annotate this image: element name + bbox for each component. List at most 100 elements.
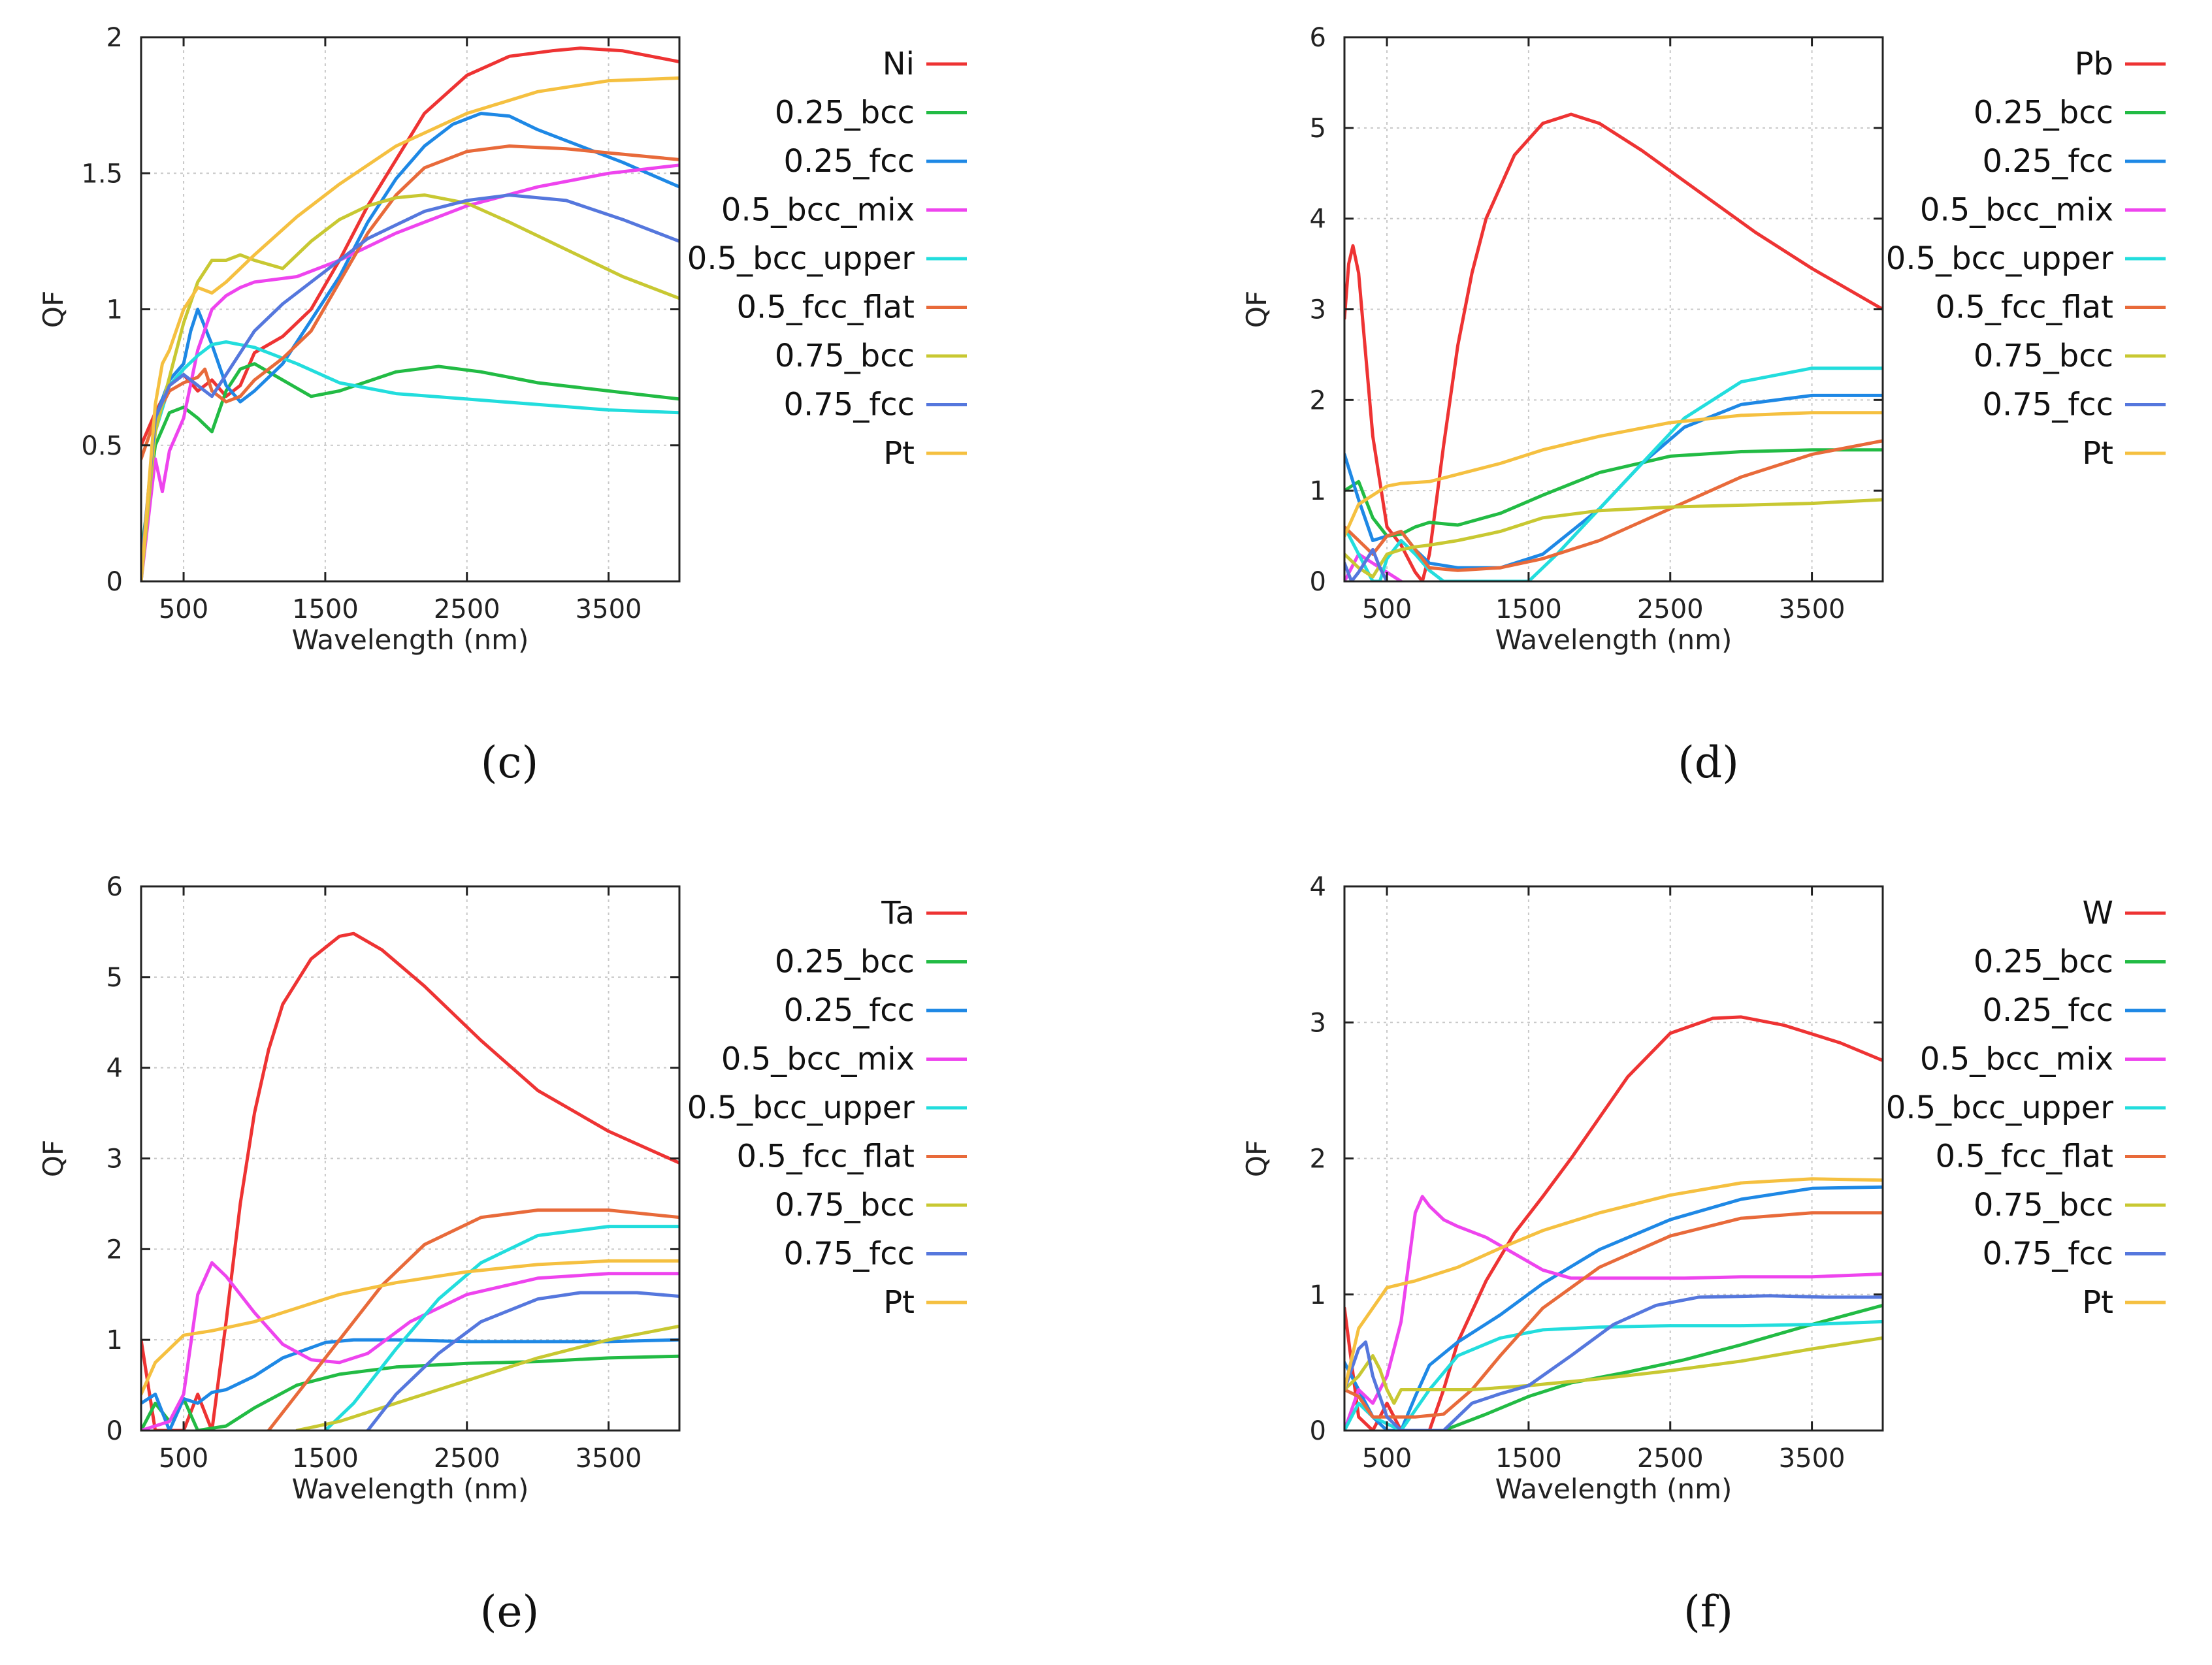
series-line-0.25_fcc bbox=[1344, 1185, 1883, 1431]
legend-label: 0.25_bcc bbox=[1974, 95, 2113, 131]
legend-label: Pt bbox=[883, 1284, 915, 1321]
legend: Pb 0.25_bcc 0.25_fcc 0.5_bcc_mix 0.5_bcc_upp… bbox=[1886, 46, 2166, 472]
y-tick-label: 2 bbox=[1310, 1144, 1326, 1174]
legend-label: 0.75_fcc bbox=[783, 387, 915, 423]
y-tick-label: 4 bbox=[1310, 204, 1326, 234]
series-line-0.75_bcc bbox=[295, 1324, 679, 1431]
legend-label: 0.5_bcc_upper bbox=[687, 1090, 915, 1126]
x-tick-label: 2500 bbox=[434, 594, 500, 624]
series-line-0.25_fcc bbox=[141, 1338, 679, 1431]
y-tick-label: 6 bbox=[106, 872, 123, 902]
series-line-0.5_bcc_mix bbox=[1344, 1195, 1883, 1431]
x-tick-label: 500 bbox=[1362, 1444, 1412, 1474]
legend-label: 0.5_fcc_flat bbox=[1936, 289, 2113, 326]
series-line-0.5_bcc_upper bbox=[1344, 366, 1883, 581]
y-tick-label: 6 bbox=[1310, 23, 1326, 53]
legend-label: 0.25_fcc bbox=[783, 992, 915, 1029]
legend-label: 0.75_fcc bbox=[1982, 387, 2113, 423]
series-line-0.75_bcc bbox=[1344, 1336, 1883, 1405]
series-line-0.5_fcc_flat bbox=[267, 1208, 679, 1431]
legend-label: 0.75_fcc bbox=[783, 1236, 915, 1272]
legend-label: 0.5_bcc_mix bbox=[1920, 192, 2113, 229]
legend-label: Pt bbox=[2082, 1284, 2113, 1321]
legend-label: 0.5_bcc_mix bbox=[1920, 1041, 2113, 1078]
y-tick-label: 1.5 bbox=[81, 159, 123, 189]
y-tick-label: 2 bbox=[106, 1235, 123, 1265]
x-tick-label: 1500 bbox=[292, 1444, 359, 1474]
series-line-Pb bbox=[1344, 112, 1883, 581]
series-line-0.75_bcc bbox=[1344, 498, 1883, 579]
series-line-Ta bbox=[141, 931, 679, 1431]
legend: Ni 0.25_bcc 0.25_fcc 0.5_bcc_mix 0.5_bcc_upp… bbox=[687, 46, 967, 472]
series-line-0.25_bcc bbox=[1344, 448, 1883, 538]
series-line-0.5_bcc_upper bbox=[323, 1225, 679, 1431]
series-line-0.5_fcc_flat bbox=[1344, 1211, 1883, 1419]
y-tick-label: 5 bbox=[106, 963, 123, 993]
y-tick-label: 5 bbox=[1310, 114, 1326, 144]
legend-label: Ta bbox=[881, 895, 915, 931]
y-tick-label: 1 bbox=[1310, 476, 1326, 506]
y-tick-label: 0 bbox=[1310, 567, 1326, 597]
legend-label: Pt bbox=[883, 435, 915, 472]
legend-label: 0.75_bcc bbox=[1974, 338, 2113, 374]
y-tick-label: 1 bbox=[1310, 1280, 1326, 1310]
x-tick-label: 1500 bbox=[292, 594, 359, 624]
legend-label: 0.25_bcc bbox=[775, 95, 915, 131]
series-line-Pt bbox=[1344, 411, 1883, 538]
chart-panel-c: 500 1500 2500 3500 0 0.5 1 1.5 2 Wavelength (nm) Q… bbox=[37, 23, 967, 788]
legend-label: 0.75_bcc bbox=[775, 338, 915, 374]
legend-label: 0.75_bcc bbox=[775, 1187, 915, 1223]
series-line-0.75_bcc bbox=[141, 193, 679, 581]
series-line-0.5_fcc_flat bbox=[1344, 439, 1883, 572]
x-tick-label: 500 bbox=[159, 594, 208, 624]
x-tick-label: 3500 bbox=[1779, 1444, 1846, 1474]
series-line-0.5_fcc_flat bbox=[141, 144, 679, 461]
legend-label: 0.5_bcc_mix bbox=[721, 1041, 915, 1078]
y-tick-label: 3 bbox=[1310, 1008, 1326, 1038]
legend: Ta 0.25_bcc 0.25_fcc 0.5_bcc_mix 0.5_bcc_upp… bbox=[687, 895, 967, 1321]
legend-label: Ni bbox=[883, 46, 915, 82]
y-tick-label: 0.5 bbox=[81, 431, 123, 461]
y-axis-label: QF bbox=[1241, 1140, 1273, 1177]
series-line-0.25_bcc bbox=[1442, 1303, 1883, 1431]
y-tick-label: 3 bbox=[106, 1144, 123, 1174]
series-line-Pt bbox=[141, 1259, 679, 1396]
y-axis-label: QF bbox=[37, 1140, 69, 1177]
legend-label: Pb bbox=[2075, 46, 2113, 82]
y-tick-label: 1 bbox=[106, 1325, 123, 1355]
series-line-Pt bbox=[141, 76, 679, 581]
series-line-0.25_bcc bbox=[141, 362, 679, 556]
y-tick-label: 3 bbox=[1310, 295, 1326, 325]
series-line-0.75_fcc bbox=[1344, 547, 1389, 581]
series-line-0.5_bcc_mix bbox=[141, 163, 679, 581]
legend: W 0.25_bcc 0.25_fcc 0.5_bcc_mix 0.5_bcc_uppe… bbox=[1886, 895, 2166, 1321]
legend-label: 0.5_bcc_upper bbox=[1886, 240, 2113, 277]
x-axis-label: Wavelength (nm) bbox=[1495, 1473, 1732, 1505]
legend-label: 0.25_bcc bbox=[1974, 944, 2113, 980]
x-tick-label: 1500 bbox=[1495, 1444, 1562, 1474]
legend-label: 0.25_fcc bbox=[1982, 992, 2113, 1029]
series-line-Ni bbox=[141, 46, 679, 447]
series-line-0.75_fcc bbox=[141, 193, 679, 570]
panel-caption: (d) bbox=[1678, 737, 1739, 788]
y-tick-label: 4 bbox=[1310, 872, 1326, 902]
legend-label: 0.5_bcc_upper bbox=[687, 240, 915, 277]
y-tick-label: 2 bbox=[106, 23, 123, 53]
panel-caption: (c) bbox=[481, 737, 538, 788]
legend-label: 0.25_fcc bbox=[783, 143, 915, 180]
panel-caption: (e) bbox=[480, 1587, 540, 1637]
x-tick-label: 3500 bbox=[1779, 594, 1846, 624]
legend-label: 0.5_bcc_mix bbox=[721, 192, 915, 229]
chart-panel-e: 500 1500 2500 3500 0 1 2 3 4 5 6 Wavelength (nm) QF T… bbox=[37, 872, 967, 1637]
legend-label: 0.5_fcc_flat bbox=[1936, 1139, 2113, 1175]
chart-panel-d: 500 1500 2500 3500 0 1 2 3 4 5 6 Wavelength (nm) QF P… bbox=[1241, 23, 2166, 788]
x-axis-label: Wavelength (nm) bbox=[1495, 624, 1732, 656]
series-line-Pt bbox=[1344, 1177, 1883, 1391]
x-tick-label: 2500 bbox=[1637, 594, 1704, 624]
y-tick-label: 1 bbox=[106, 295, 123, 325]
series-line-0.75_fcc bbox=[366, 1291, 679, 1431]
y-axis-label: QF bbox=[37, 291, 69, 328]
x-tick-label: 3500 bbox=[576, 1444, 642, 1474]
